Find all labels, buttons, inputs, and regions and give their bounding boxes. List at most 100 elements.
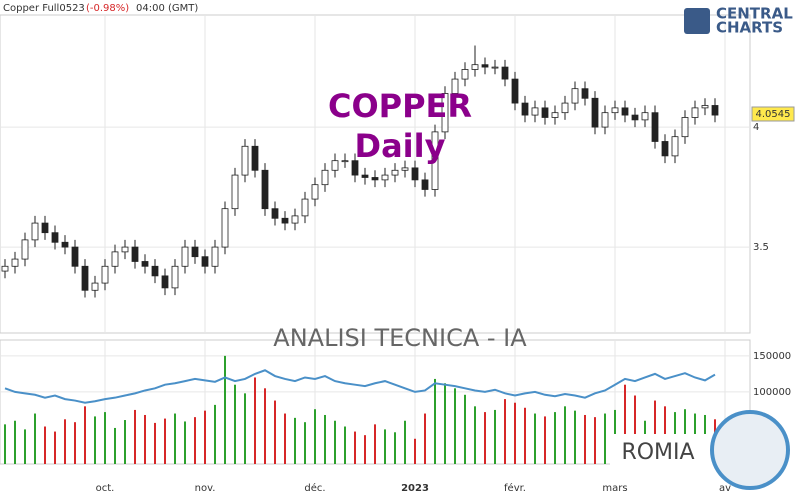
volume-bar: [634, 395, 636, 464]
volume-bar: [354, 431, 356, 464]
volume-bar: [544, 416, 546, 464]
candle-body: [311, 184, 319, 200]
last-price-box: [751, 106, 795, 122]
candle-body: [71, 246, 79, 267]
candle-body: [691, 107, 699, 118]
volume-bar: [64, 419, 66, 464]
last-price: 4.0545: [756, 109, 791, 120]
candle-body: [271, 208, 279, 219]
candle-body: [391, 169, 399, 176]
volume-bar: [274, 400, 276, 464]
volume-bar: [164, 418, 166, 464]
volume-bar: [344, 426, 346, 464]
volume-bar: [504, 399, 506, 464]
volume-bar: [654, 400, 656, 464]
volume-bar: [54, 431, 56, 464]
watermark-title: COPPER: [328, 87, 472, 125]
candle-body: [141, 261, 149, 267]
x-tick-label: févr.: [504, 482, 526, 494]
y-tick-label: 3.5: [753, 242, 769, 253]
volume-bar: [534, 413, 536, 464]
volume-bar: [364, 435, 366, 464]
volume-bar: [84, 406, 86, 464]
volume-bar: [194, 417, 196, 464]
candle-body: [551, 112, 559, 118]
candle-body: [241, 145, 249, 176]
volume-bar: [404, 420, 406, 464]
volume-bar: [304, 422, 306, 464]
candle-body: [431, 131, 439, 190]
volume-bar: [104, 412, 106, 464]
volume-bar: [494, 409, 496, 464]
y-tick-label: 150000: [753, 351, 791, 362]
volume-bar: [134, 409, 136, 464]
candle-body: [461, 69, 469, 80]
volume-bar: [184, 421, 186, 464]
volume-bar: [14, 420, 16, 464]
candle-body: [541, 107, 549, 118]
candle-body: [41, 222, 49, 234]
volume-bar: [624, 384, 626, 464]
candle-body: [501, 66, 509, 80]
candle-body: [111, 251, 119, 267]
x-tick-label: mars: [602, 483, 627, 494]
volume-bar: [264, 388, 266, 464]
candle-body: [701, 105, 709, 109]
candle-body: [591, 97, 599, 128]
candle-body: [671, 136, 679, 157]
watermark-title: Daily: [355, 127, 446, 165]
candle-body: [631, 114, 639, 121]
volume-bar: [204, 410, 206, 464]
volume-bar: [454, 388, 456, 464]
candle-body: [181, 246, 189, 267]
volume-bar: [524, 407, 526, 464]
volume-bar: [374, 424, 376, 464]
volume-bar: [514, 402, 516, 464]
candle-body: [511, 78, 519, 104]
candle-body: [61, 241, 69, 248]
candle-body: [661, 141, 669, 157]
candle-body: [711, 105, 719, 116]
candle-body: [491, 66, 499, 69]
candle-body: [531, 107, 539, 116]
volume-bar: [174, 413, 176, 464]
candle-body: [131, 246, 139, 262]
volume-bar: [144, 414, 146, 464]
volume-bar: [424, 413, 426, 464]
volume-bar: [564, 406, 566, 464]
candle-body: [561, 102, 569, 114]
x-tick-label: oct.: [96, 483, 115, 494]
volume-bar: [214, 404, 216, 464]
y-tick-label: 4: [753, 122, 759, 133]
candle-body: [281, 217, 289, 224]
candle-body: [291, 215, 299, 224]
x-tick-label: 2023: [401, 483, 429, 494]
candle-body: [641, 112, 649, 121]
candle-body: [401, 167, 409, 171]
candle-body: [681, 117, 689, 138]
volume-bar: [444, 383, 446, 464]
candle-body: [191, 246, 199, 258]
candle-body: [301, 198, 309, 217]
volume-bar: [284, 413, 286, 464]
x-tick-label: déc.: [304, 482, 325, 494]
candle-body: [471, 64, 479, 70]
candle-body: [261, 169, 269, 210]
volume-bar: [414, 438, 416, 464]
candle-body: [651, 112, 659, 142]
candle-body: [601, 112, 609, 128]
y-tick-label: 100000: [753, 387, 791, 398]
candle-body: [251, 145, 259, 171]
candle-body: [1, 265, 9, 272]
author-avatar: [710, 410, 790, 490]
time: 04:00 (GMT): [136, 3, 198, 14]
candle-body: [581, 88, 589, 99]
candle-body: [621, 107, 629, 116]
volume-bar: [24, 429, 26, 464]
volume-bar: [604, 413, 606, 464]
volume-bar: [254, 377, 256, 464]
candle-body: [411, 167, 419, 181]
volume-bar: [314, 409, 316, 464]
volume-bar: [394, 432, 396, 464]
author: ROMIA: [621, 440, 694, 465]
